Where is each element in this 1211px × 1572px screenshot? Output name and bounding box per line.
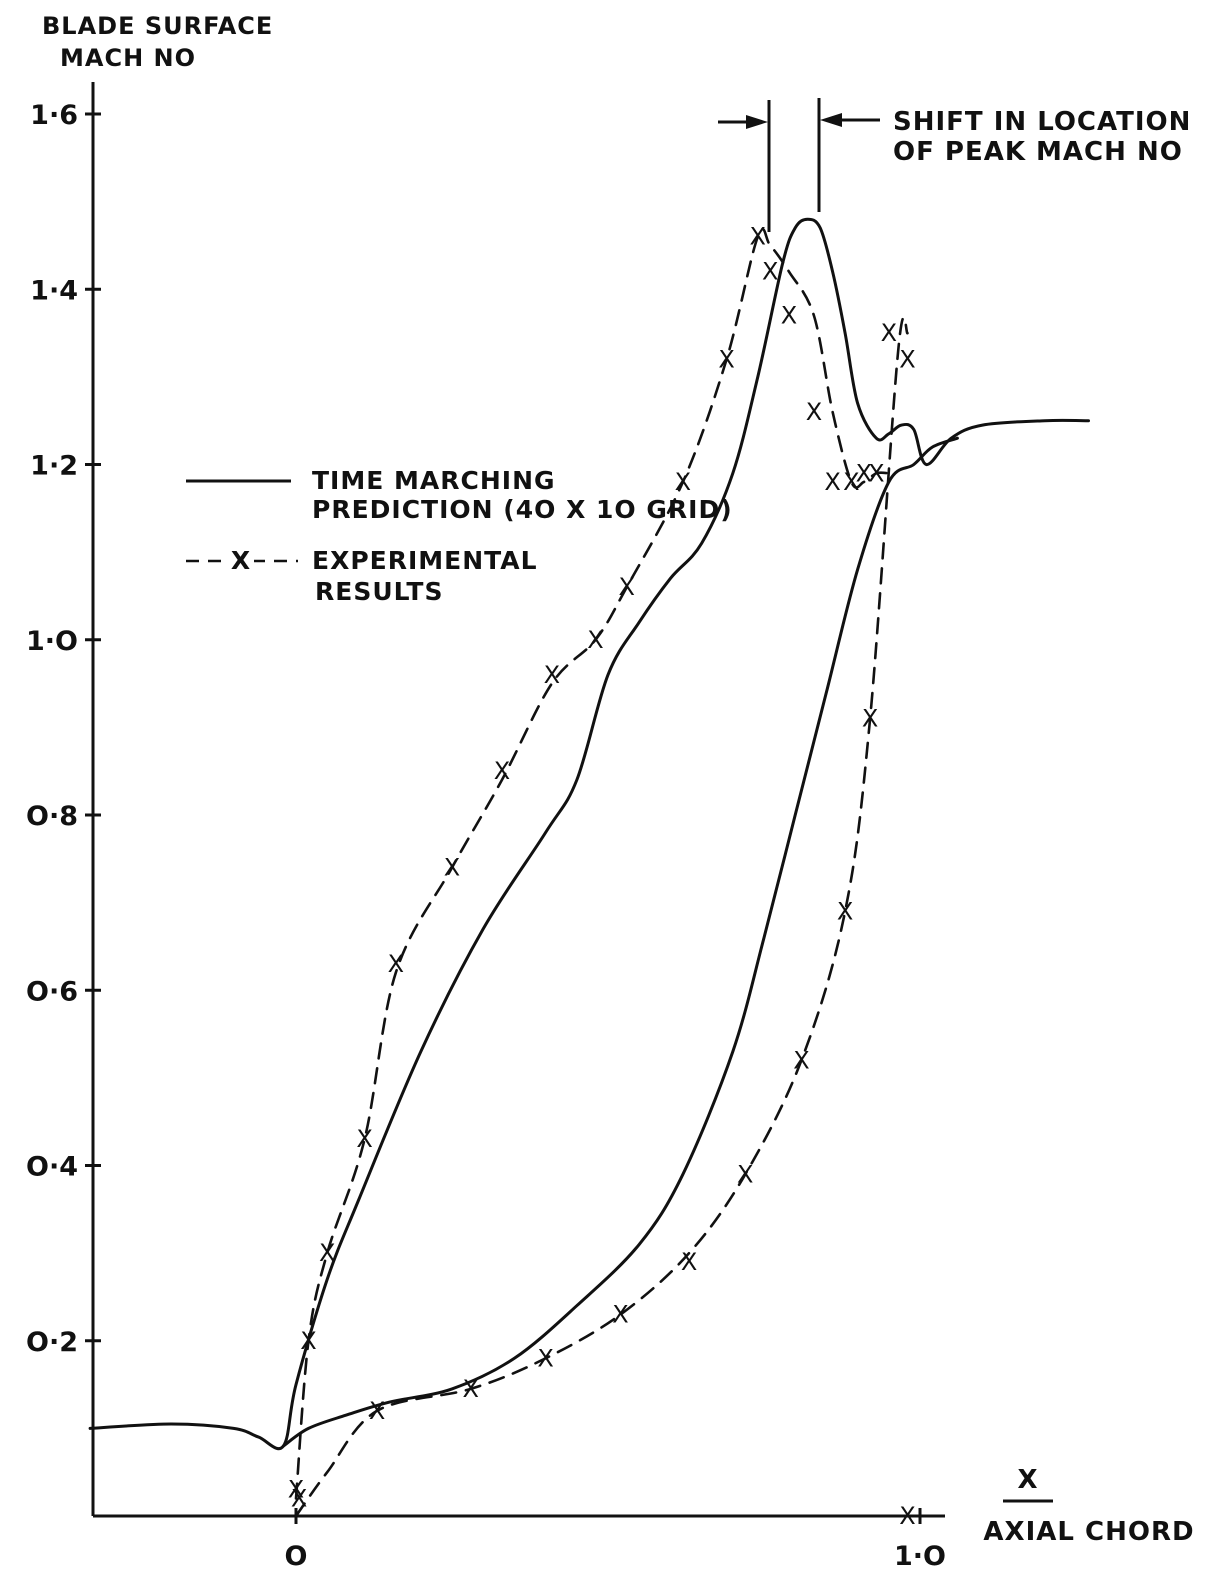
experimental-point-marker: X <box>868 459 884 487</box>
legend-label-prediction-line-2: PREDICTION (4O X 1O GRID) <box>312 495 733 524</box>
y-tick-label: O·8 <box>26 801 78 832</box>
y-tick-label: O·2 <box>26 1327 78 1358</box>
prediction-line-suction <box>88 217 1090 1451</box>
experimental-point-marker: X <box>618 573 634 601</box>
y-tick-label: 1·2 <box>30 451 78 482</box>
experimental-point-marker: X <box>444 854 460 882</box>
experimental-point-marker: X <box>737 1160 753 1188</box>
experimental-point-marker: X <box>837 897 853 925</box>
experimental-point-marker: X <box>494 757 510 785</box>
x-axis-title: X AXIAL CHORD <box>983 1465 1194 1547</box>
peak-shift-annotation: SHIFT IN LOCATION OF PEAK MACH NO <box>718 98 1191 232</box>
x-tick-label: 1·O <box>894 1541 946 1572</box>
experimental-point-marker: X <box>544 661 560 689</box>
experimental-point-marker: X <box>681 1248 697 1276</box>
experimental-point-marker: X <box>300 1327 316 1355</box>
x-axis-title-numerator: X <box>1017 1465 1038 1495</box>
y-tick-label: O·6 <box>26 976 78 1007</box>
y-tick-label: 1·4 <box>30 275 78 306</box>
experimental-point-marker: X <box>843 468 859 496</box>
experimental-point-marker: X <box>806 398 822 426</box>
y-tick-label: 1·O <box>26 626 78 657</box>
experimental-line-suction <box>294 227 891 1500</box>
legend-swatch-mark-gap <box>228 548 254 574</box>
experimental-point-marker: X <box>881 319 897 347</box>
experimental-point-marker: X <box>675 468 691 496</box>
experimental-point-marker: X <box>288 1476 304 1504</box>
legend-label-prediction-line-1: TIME MARCHING <box>312 466 556 495</box>
experimental-point-marker: X <box>899 1502 915 1530</box>
experimental-point-marker: X <box>612 1300 628 1328</box>
annotation-text-line-1: SHIFT IN LOCATION <box>893 107 1191 137</box>
y-axis-title-line-1: BLADE SURFACE <box>42 12 273 40</box>
prediction-line-pressure <box>282 436 959 1448</box>
experimental-point-marker: X <box>862 705 878 733</box>
experimental-point-marker: X <box>291 1484 307 1512</box>
y-axis-title-line-2: MACH NO <box>60 44 196 72</box>
y-tick-label: O·4 <box>26 1152 78 1183</box>
x-axis-title-denominator: AXIAL CHORD <box>983 1517 1194 1547</box>
experimental-point-marker: X <box>824 468 840 496</box>
experimental-point-marker: X <box>718 345 734 373</box>
annotation-arrow-left-head <box>746 115 768 129</box>
experimental-point-marker: X <box>856 459 872 487</box>
experimental-point-marker: X <box>319 1239 335 1267</box>
experimental-point-marker: X <box>356 1125 372 1153</box>
experimental-point-marker: X <box>762 258 778 286</box>
annotation-arrow-right-head <box>820 113 842 127</box>
experimental-point-marker: X <box>781 302 797 330</box>
y-ticks: 1·6 1·4 1·2 1·O O·8 O·6 O·4 O·2 <box>26 100 101 1358</box>
annotation-text-line-2: OF PEAK MACH NO <box>893 137 1183 167</box>
legend-label-experimental-line-2: RESULTS <box>315 577 443 606</box>
experimental-point-marker: X <box>537 1344 553 1372</box>
legend-swatch-mark: X <box>231 546 251 575</box>
experimental-point-marker: X <box>899 345 915 373</box>
experimental-line-pressure <box>294 316 909 1518</box>
legend: TIME MARCHING PREDICTION (4O X 1O GRID) … <box>186 466 733 606</box>
y-tick-label: 1·6 <box>30 100 78 131</box>
x-ticks: O 1·O <box>285 1508 946 1572</box>
experimental-point-marker: X <box>793 1046 809 1074</box>
experimental-point-marker: X <box>587 626 603 654</box>
x-tick-label: O <box>285 1541 308 1572</box>
experimental-point-marker: X <box>750 223 766 251</box>
experimental-point-marker: X <box>462 1375 478 1403</box>
experimental-point-marker: X <box>388 950 404 978</box>
experimental-point-marker: X <box>369 1397 385 1425</box>
series-layer <box>88 217 1090 1518</box>
legend-label-experimental-line-1: EXPERIMENTAL <box>312 546 538 575</box>
y-axis-title: BLADE SURFACE MACH NO <box>42 12 273 72</box>
